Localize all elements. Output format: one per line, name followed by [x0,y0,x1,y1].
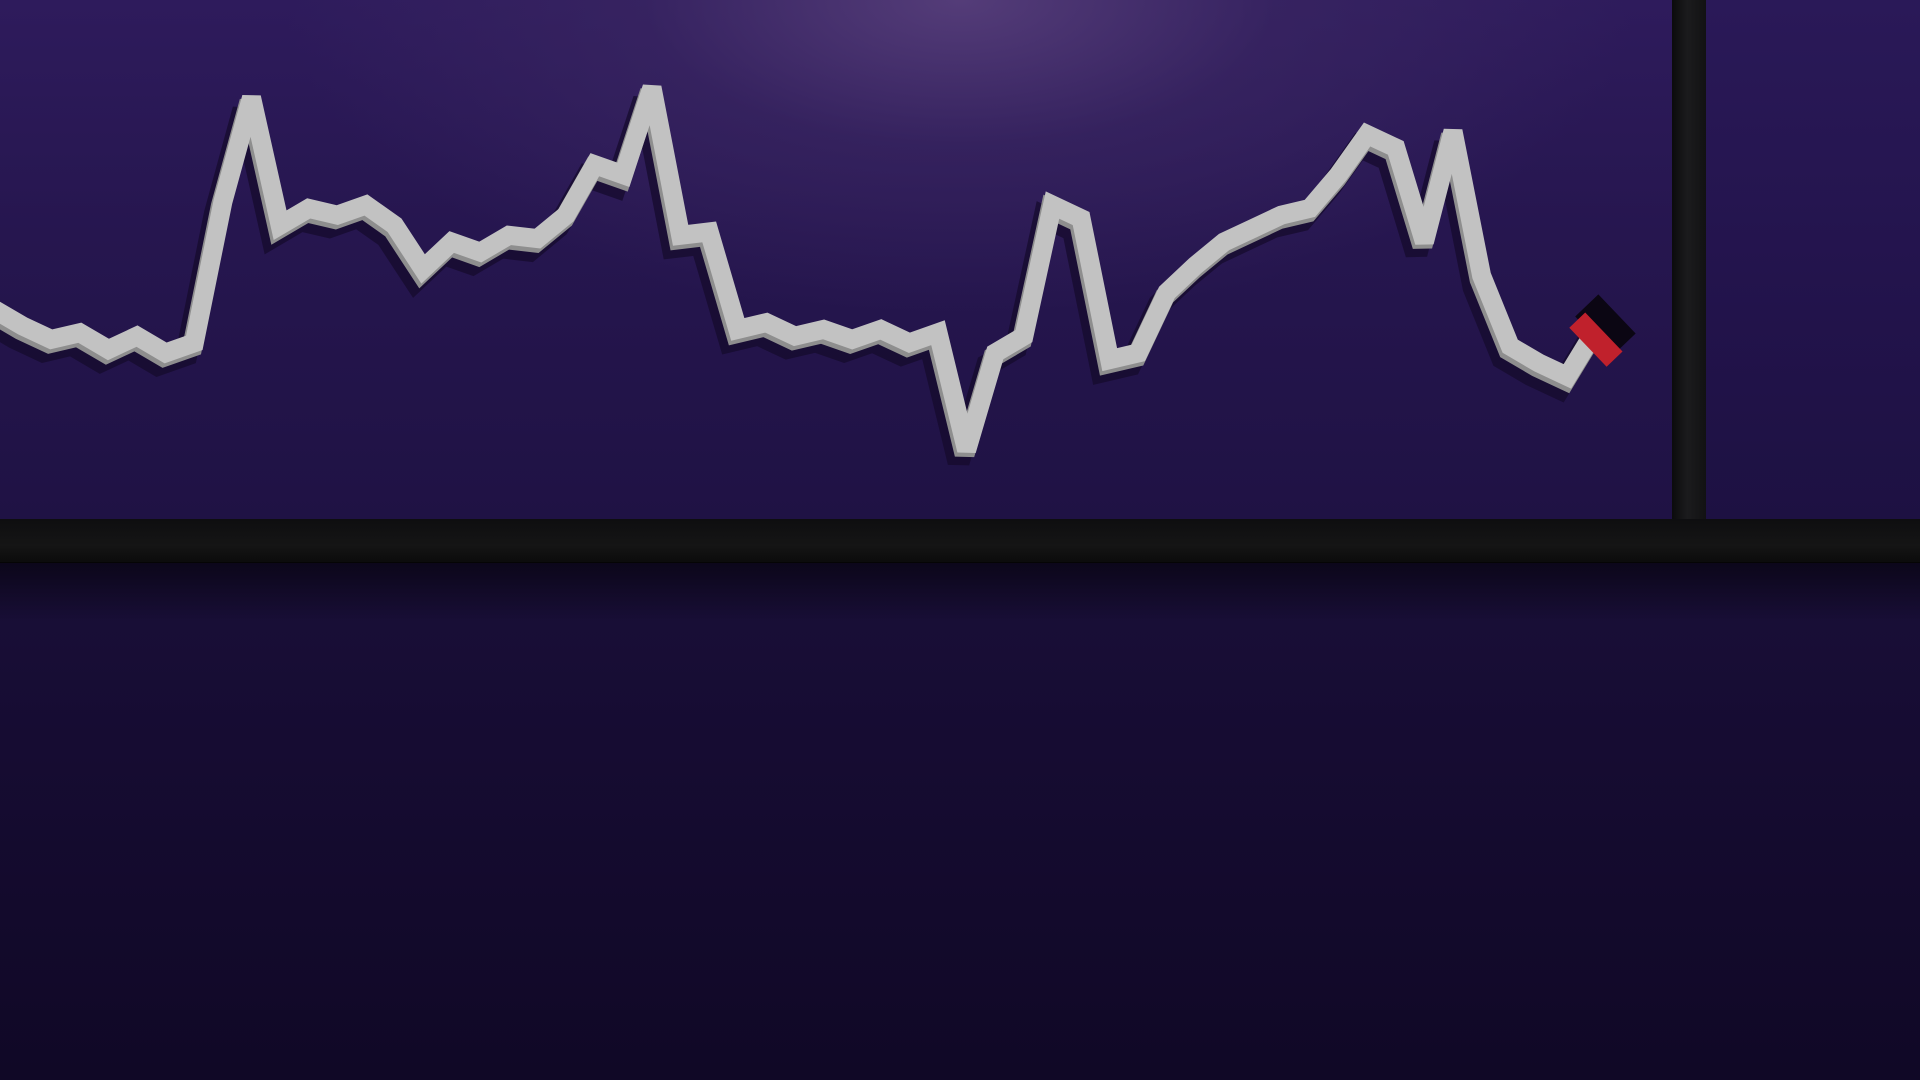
data-point-4 [107,348,110,351]
line-chart [0,84,1636,466]
data-point-5 [136,335,138,338]
data-point-11 [307,207,310,210]
data-point-8 [221,200,224,203]
data-point-1 [21,325,24,327]
data-point-52 [1480,274,1483,277]
data-point-14 [393,224,396,227]
endpoint-marker [1569,294,1636,367]
data-point-54 [1537,362,1540,364]
data-point-27 [765,321,768,324]
data-point-43 [1223,241,1226,243]
data-point-26 [736,328,739,331]
data-point-36 [1022,335,1025,338]
data-point-41 [1165,291,1168,294]
data-point-7 [193,341,196,344]
data-point-22 [622,173,625,176]
data-point-20 [565,214,568,217]
vertical-post [1672,0,1706,522]
data-point-34 [965,449,968,452]
horizontal-ledge [0,519,1920,563]
data-point-30 [851,338,854,341]
line-series [0,84,1605,458]
data-point-47 [1337,173,1340,176]
data-point-25 [708,230,711,233]
data-point-29 [822,328,825,331]
data-point-42 [1194,264,1197,267]
data-point-16 [450,241,453,243]
data-point-12 [336,214,339,217]
data-point-10 [279,224,282,227]
data-point-21 [593,163,596,166]
data-point-18 [507,234,510,237]
data-point-49 [1394,146,1397,149]
data-point-45 [1280,214,1283,217]
data-point-3 [78,331,81,334]
data-point-40 [1137,351,1140,354]
data-point-44 [1251,227,1254,230]
side-panel [1706,0,1920,520]
data-point-48 [1366,133,1369,136]
data-point-19 [536,237,539,240]
data-point-17 [479,251,482,254]
data-point-2 [50,338,53,341]
data-point-39 [1108,358,1111,361]
data-point-24 [679,234,682,237]
data-point-31 [879,328,882,331]
data-point-53 [1509,345,1512,348]
data-point-38 [1080,217,1083,220]
ledge-shadow [0,562,1920,622]
data-point-33 [937,331,939,334]
data-point-9 [250,96,253,99]
data-point-15 [422,267,425,270]
endpoint-layer [1569,294,1636,367]
data-point-6 [164,351,167,354]
data-point-23 [651,86,653,89]
data-point-32 [908,341,911,344]
endpoint-marker-shadow [1575,294,1636,356]
endpoint-marker-face [1569,312,1623,367]
data-point-55 [1566,375,1569,378]
data-point-51 [1452,130,1454,133]
series-line [0,84,1605,453]
data-point-28 [794,335,796,338]
data-point-46 [1308,207,1311,210]
data-point-35 [994,351,997,354]
data-point-50 [1423,241,1426,243]
data-point-13 [364,204,367,206]
data-point-37 [1051,204,1054,206]
